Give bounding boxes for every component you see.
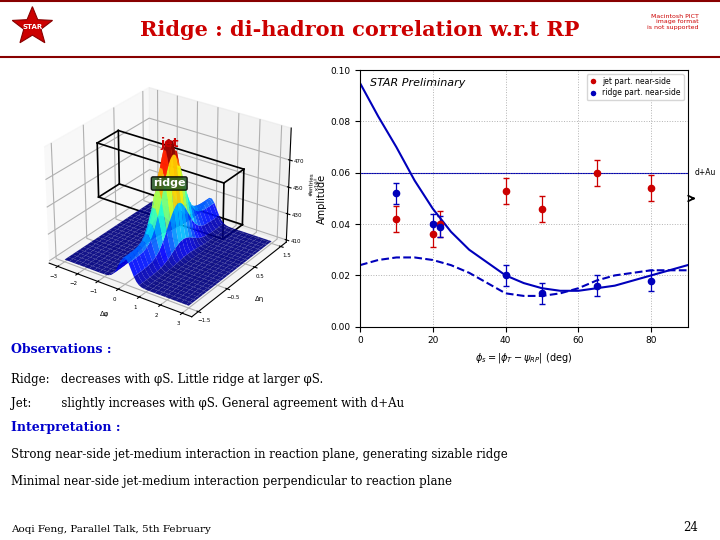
Y-axis label: Amplitude: Amplitude — [318, 173, 328, 224]
Text: Jet:        slightly increases with φS. General agreement with d+Au: Jet: slightly increases with φS. General… — [11, 397, 404, 410]
Text: Strong near-side jet-medium interaction in reaction plane, generating sizable ri: Strong near-side jet-medium interaction … — [11, 448, 508, 461]
Text: STAR Preliminary: STAR Preliminary — [370, 78, 465, 88]
Legend: jet part. near-side, ridge part. near-side: jet part. near-side, ridge part. near-si… — [587, 74, 684, 100]
Text: d+Au: d+Au — [695, 168, 716, 177]
X-axis label: $\phi_s =|\phi_T - \psi_{RP}|$ (deg): $\phi_s =|\phi_T - \psi_{RP}|$ (deg) — [475, 351, 572, 365]
Text: STAR: STAR — [22, 24, 42, 30]
Text: Ridge:   decreases with φS. Little ridge at larger φS.: Ridge: decreases with φS. Little ridge a… — [11, 373, 323, 386]
Text: Ridge : di-hadron correlation w.r.t RP: Ridge : di-hadron correlation w.r.t RP — [140, 19, 580, 40]
Text: Macintosh PICT
image format
is not supported: Macintosh PICT image format is not suppo… — [647, 14, 698, 30]
Text: Minimal near-side jet-medium interaction perpendicular to reaction plane: Minimal near-side jet-medium interaction… — [11, 475, 452, 488]
Text: Observations :: Observations : — [11, 343, 112, 356]
Text: 24: 24 — [683, 521, 698, 534]
Text: Interpretation :: Interpretation : — [11, 421, 120, 434]
Polygon shape — [12, 6, 53, 43]
X-axis label: Δφ: Δφ — [100, 310, 109, 316]
Text: Aoqi Feng, Parallel Talk, 5th February: Aoqi Feng, Parallel Talk, 5th February — [11, 524, 211, 534]
Y-axis label: Δη: Δη — [255, 296, 264, 302]
